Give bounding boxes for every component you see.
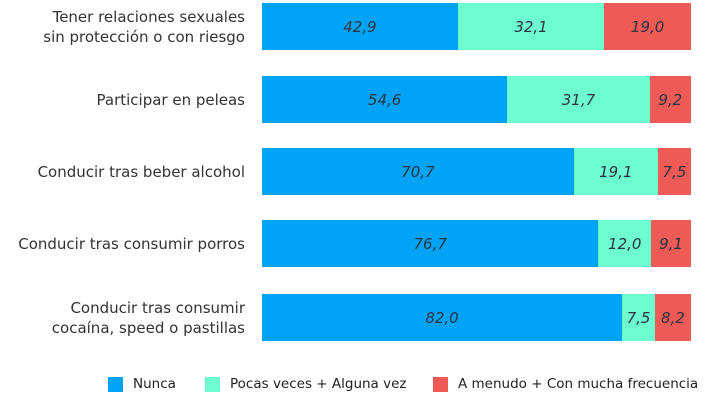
data-label: 32,1 [514,17,548,36]
bar-row: 42,9 32,1 19,0 [262,3,691,50]
legend: Nunca Pocas veces + Alguna vez A menudo + … [0,376,720,394]
data-label: 76,7 [413,234,447,253]
bar-segment: 82,0 [262,294,623,341]
legend-label: Pocas veces + Alguna vez [230,376,407,392]
data-label: 9,2 [658,90,683,109]
legend-swatch [108,376,123,392]
bar-segment: 76,7 [262,220,599,267]
bar-segment: 12,0 [598,220,652,267]
bar-row: 76,7 12,0 9,1 [262,220,691,267]
data-label: 54,6 [367,90,402,109]
data-label: 9,1 [659,234,683,253]
data-label: 42,9 [343,17,377,36]
data-label: 7,5 [662,162,687,181]
data-label: 70,7 [401,162,435,181]
category-label: Conducir tras beber alcohol [37,162,245,181]
category-label: Conducir tras consumir porros [18,234,245,253]
legend-item: Nunca [108,376,176,392]
legend-label: Nunca [133,376,176,392]
data-label: 12,0 [608,234,642,253]
category-label: Participar en peleas [96,90,246,109]
bar-segment: 19,0 [604,3,691,50]
category-label: Conducir tras consumir cocaína, speed o … [51,298,245,337]
legend-swatch [205,376,220,392]
bar-row: 54,6 31,7 9,2 [262,76,691,123]
bar-segment: 7,5 [657,148,691,195]
legend-item: Pocas veces + Alguna vez [205,376,407,392]
bar-segment: 54,6 [262,76,508,123]
data-label: 8,2 [661,308,685,327]
data-label: 82,0 [425,308,459,327]
data-label: 19,1 [599,162,633,181]
bar-segment: 32,1 [457,3,605,50]
bar-segment: 31,7 [507,76,650,123]
data-label: 7,5 [626,308,651,327]
legend-swatch [433,376,448,392]
bar-segment: 7,5 [622,294,655,341]
bar-segment: 9,1 [651,220,691,267]
legend-label: A menudo + Con mucha frecuencia [458,376,699,392]
bar-row: 70,7 19,1 7,5 [262,148,691,195]
bar-segment: 70,7 [262,148,574,195]
legend-item: A menudo + Con mucha frecuencia [433,376,698,392]
data-label: 19,0 [630,17,665,36]
bar-segment: 19,1 [573,148,658,195]
category-label: Tener relaciones sexuales sin protección… [43,7,245,46]
bar-row: 82,0 7,5 8,2 [262,294,691,341]
bar-segment: 42,9 [262,3,458,50]
bar-segment: 9,2 [649,76,691,123]
data-label: 31,7 [561,90,596,109]
bar-segment: 8,2 [654,294,691,341]
